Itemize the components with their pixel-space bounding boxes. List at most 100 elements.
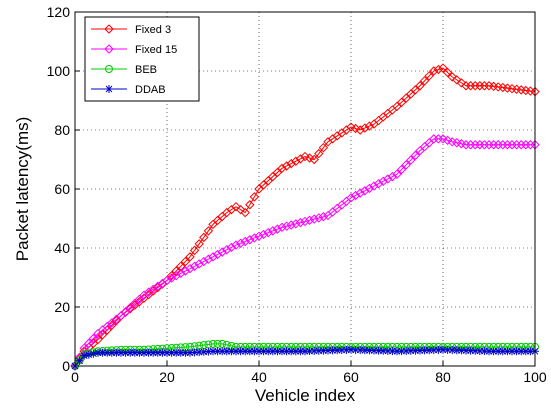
x-tick-label: 100 (523, 369, 547, 385)
data-point-fixed-15 (171, 271, 181, 281)
data-point-fixed-15 (355, 188, 365, 198)
data-point-fixed-3 (180, 256, 191, 267)
data-point-fixed-3 (314, 148, 324, 159)
data-point-fixed-15 (254, 231, 264, 241)
x-tick-label: 60 (343, 369, 359, 385)
data-point-fixed-15 (199, 256, 209, 267)
data-point-fixed-15 (185, 263, 195, 274)
data-point-fixed-3 (456, 78, 467, 88)
series-line-fixed-15 (74, 138, 535, 367)
data-point-fixed-3 (461, 81, 471, 91)
data-point-fixed-15 (304, 215, 315, 225)
y-tick-label: 120 (47, 4, 71, 20)
data-point-ddab (439, 345, 447, 354)
data-point-fixed-15 (272, 224, 283, 234)
data-point-fixed-15 (516, 140, 526, 150)
data-point-fixed-15 (511, 140, 522, 150)
data-point-fixed-15 (314, 213, 324, 223)
legend-marker (105, 65, 113, 73)
data-point-fixed-15 (479, 140, 490, 150)
legend-box (84, 16, 200, 102)
data-point-fixed-15 (387, 171, 398, 182)
data-point-fixed-3 (272, 167, 283, 178)
y-tick-label: 40 (54, 240, 70, 256)
data-point-fixed-15 (373, 178, 384, 189)
data-point-fixed-3 (300, 151, 310, 162)
data-point-fixed-15 (488, 140, 499, 150)
data-point-fixed-15 (84, 338, 94, 349)
data-point-fixed-15 (116, 311, 126, 321)
series-fixed-15 (70, 134, 540, 371)
data-point-fixed-3 (295, 154, 306, 164)
data-point-fixed-3 (309, 154, 319, 165)
legend-label: BEB (135, 64, 157, 76)
data-point-fixed-15 (300, 216, 310, 227)
data-point-fixed-3 (176, 261, 186, 271)
data-point-fixed-15 (346, 193, 356, 203)
data-point-fixed-3 (291, 156, 301, 166)
data-point-fixed-15 (465, 140, 476, 150)
data-point-fixed-3 (424, 71, 434, 81)
legend: Fixed 3 Fixed 15 BEB DDAB (84, 16, 200, 102)
data-point-fixed-3 (194, 239, 204, 249)
data-point-fixed-3 (281, 161, 292, 171)
data-point-fixed-3 (355, 125, 365, 135)
data-point-fixed-3 (231, 201, 241, 212)
data-point-fixed-3 (318, 142, 329, 153)
y-tick-label: 80 (54, 122, 70, 138)
data-point-fixed-15 (309, 214, 319, 224)
y-tick-label: 60 (54, 181, 70, 197)
data-point-fixed-3 (442, 67, 453, 78)
data-point-fixed-15 (258, 229, 269, 240)
data-point-fixed-15 (286, 220, 296, 230)
data-point-fixed-3 (419, 76, 430, 86)
data-point-fixed-15 (240, 236, 250, 247)
data-point-fixed-3 (97, 330, 108, 340)
data-point-fixed-15 (350, 190, 361, 201)
data-point-fixed-15 (203, 254, 214, 264)
data-point-fixed-15 (360, 186, 370, 196)
data-point-fixed-15 (291, 219, 301, 229)
data-point-fixed-3 (304, 153, 315, 163)
data-point-fixed-3 (199, 232, 209, 243)
legend-item-fixed-3: Fixed 3 (91, 24, 171, 36)
legend-label: Fixed 3 (135, 24, 171, 36)
data-point-fixed-3 (360, 123, 370, 133)
data-point-fixed-3 (171, 266, 181, 276)
data-point-fixed-15 (396, 164, 407, 175)
data-point-fixed-15 (318, 212, 329, 222)
data-point-fixed-3 (392, 101, 402, 112)
series-ddab (71, 345, 539, 370)
data-point-fixed-3 (396, 97, 407, 107)
data-point-fixed-15 (208, 252, 218, 262)
data-point-fixed-15 (277, 222, 287, 233)
data-point-fixed-15 (378, 176, 388, 187)
data-point-fixed-3 (189, 245, 200, 256)
data-point-fixed-15 (125, 302, 135, 313)
data-point-fixed-3 (429, 66, 439, 76)
data-point-fixed-3 (268, 171, 278, 182)
data-point-fixed-15 (231, 240, 241, 250)
data-point-fixed-3 (401, 93, 411, 103)
data-point-fixed-15 (470, 140, 480, 150)
legend-item-fixed-15: Fixed 15 (91, 44, 177, 56)
legend-label: DDAB (135, 84, 166, 96)
data-point-fixed-15 (120, 307, 131, 317)
data-point-fixed-15 (484, 140, 494, 150)
data-point-fixed-15 (222, 245, 232, 255)
data-point-fixed-3 (479, 81, 490, 91)
data-point-fixed-3 (203, 226, 214, 236)
data-point-fixed-3 (240, 207, 250, 218)
data-point-fixed-15 (433, 134, 444, 144)
data-point-fixed-3 (438, 63, 448, 73)
data-point-fixed-15 (498, 140, 508, 150)
data-point-fixed-15 (162, 275, 172, 286)
data-point-fixed-3 (166, 271, 177, 281)
series-layer (70, 63, 540, 371)
data-point-fixed-15 (88, 333, 99, 344)
x-tick-label: 0 (71, 369, 79, 385)
y-tick-label: 100 (47, 63, 71, 79)
legend-item-beb: BEB (91, 64, 157, 76)
data-point-fixed-15 (475, 140, 485, 150)
data-point-fixed-3 (235, 204, 246, 215)
